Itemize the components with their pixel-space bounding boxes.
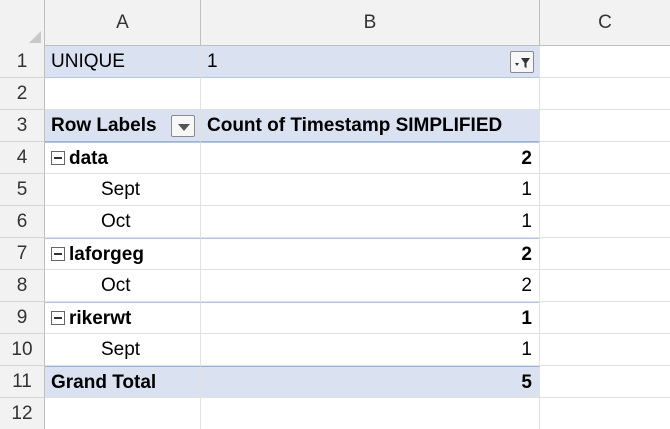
collapse-minus-icon[interactable] — [51, 311, 65, 325]
group-name: rikerwt — [69, 308, 132, 329]
pivot-item-row[interactable]: Sept — [45, 334, 201, 366]
cell-c11[interactable] — [540, 366, 670, 398]
cell-c4[interactable] — [540, 142, 670, 174]
row-header-8[interactable]: 8 — [0, 270, 45, 302]
row-header-7[interactable]: 7 — [0, 238, 45, 270]
item-label: Sept — [101, 179, 141, 200]
item-value-cell[interactable]: 1 — [201, 334, 540, 366]
grand-total-value-cell[interactable]: 5 — [201, 366, 540, 398]
item-value-cell[interactable]: 1 — [201, 206, 540, 238]
cell-c3[interactable] — [540, 110, 670, 142]
row-labels-header: Row Labels — [51, 115, 157, 136]
pivot-group-row[interactable]: rikerwt — [45, 302, 201, 334]
row-header-2[interactable]: 2 — [0, 78, 45, 110]
pivot-group-row[interactable]: data — [45, 142, 201, 174]
item-value-cell[interactable]: 1 — [201, 174, 540, 206]
collapse-minus-icon[interactable] — [51, 151, 65, 165]
group-total: 2 — [521, 148, 532, 169]
cell-b12[interactable] — [201, 398, 540, 429]
select-all-corner[interactable] — [0, 0, 45, 46]
grand-total-label: Grand Total — [51, 372, 157, 393]
item-value: 2 — [521, 275, 532, 296]
item-value: 1 — [521, 179, 532, 200]
filter-label: UNIQUE — [51, 51, 125, 72]
cell-c2[interactable] — [540, 78, 670, 110]
row-header-6[interactable]: 6 — [0, 206, 45, 238]
chevron-down-icon — [178, 124, 190, 131]
group-total-cell[interactable]: 2 — [201, 142, 540, 174]
column-header-a[interactable]: A — [45, 0, 201, 46]
row-header-9[interactable]: 9 — [0, 302, 45, 334]
item-label: Oct — [101, 211, 131, 232]
pivot-item-row[interactable]: Sept — [45, 174, 201, 206]
item-value-cell[interactable]: 2 — [201, 270, 540, 302]
row-header-1[interactable]: 1 — [0, 46, 45, 78]
cell-c5[interactable] — [540, 174, 670, 206]
cell-c8[interactable] — [540, 270, 670, 302]
value-header-cell[interactable]: Count of Timestamp SIMPLIFIED — [201, 110, 540, 142]
item-label: Oct — [101, 275, 131, 296]
cell-b2[interactable] — [201, 78, 540, 110]
filter-dropdown-icon — [515, 58, 530, 68]
filter-value-cell[interactable]: 1 — [201, 46, 540, 78]
select-all-triangle-icon — [29, 31, 41, 43]
item-label: Sept — [101, 339, 141, 360]
column-header-c[interactable]: C — [598, 12, 612, 33]
row-header-10[interactable]: 10 — [0, 334, 45, 366]
item-value: 1 — [521, 339, 532, 360]
column-header-b[interactable]: B — [201, 0, 540, 46]
filter-value: 1 — [207, 51, 218, 72]
group-name: laforgeg — [69, 244, 144, 265]
cell-a12[interactable] — [45, 398, 201, 429]
group-total-cell[interactable]: 1 — [201, 302, 540, 334]
cell-c12[interactable] — [540, 398, 670, 429]
group-name: data — [69, 148, 109, 169]
pivot-group-row[interactable]: laforgeg — [45, 238, 201, 270]
collapse-minus-icon[interactable] — [51, 247, 65, 261]
row-header-11[interactable]: 11 — [0, 366, 45, 398]
cell-c1[interactable] — [540, 46, 670, 78]
value-header: Count of Timestamp SIMPLIFIED — [207, 115, 503, 136]
group-total: 1 — [521, 308, 532, 329]
row-header-12[interactable]: 12 — [0, 398, 45, 429]
grand-total-label-cell[interactable]: Grand Total — [45, 366, 201, 398]
cell-c6[interactable] — [540, 206, 670, 238]
group-total-cell[interactable]: 2 — [201, 238, 540, 270]
filter-label-cell[interactable]: UNIQUE — [45, 46, 201, 78]
item-value: 1 — [521, 211, 532, 232]
row-labels-dropdown-button[interactable] — [171, 115, 195, 137]
column-header-bar: A B C — [0, 0, 670, 46]
grand-total-value: 5 — [521, 372, 532, 393]
cell-c10[interactable] — [540, 334, 670, 366]
cell-a2[interactable] — [45, 78, 201, 110]
filter-dropdown-button[interactable] — [510, 51, 534, 73]
row-header-4[interactable]: 4 — [0, 142, 45, 174]
pivot-item-row[interactable]: Oct — [45, 206, 201, 238]
pivot-item-row[interactable]: Oct — [45, 270, 201, 302]
row-labels-header-cell[interactable]: Row Labels — [45, 110, 201, 142]
row-header-5[interactable]: 5 — [0, 174, 45, 206]
cell-c9[interactable] — [540, 302, 670, 334]
group-total: 2 — [521, 244, 532, 265]
row-header-3[interactable]: 3 — [0, 110, 45, 142]
cell-c7[interactable] — [540, 238, 670, 270]
